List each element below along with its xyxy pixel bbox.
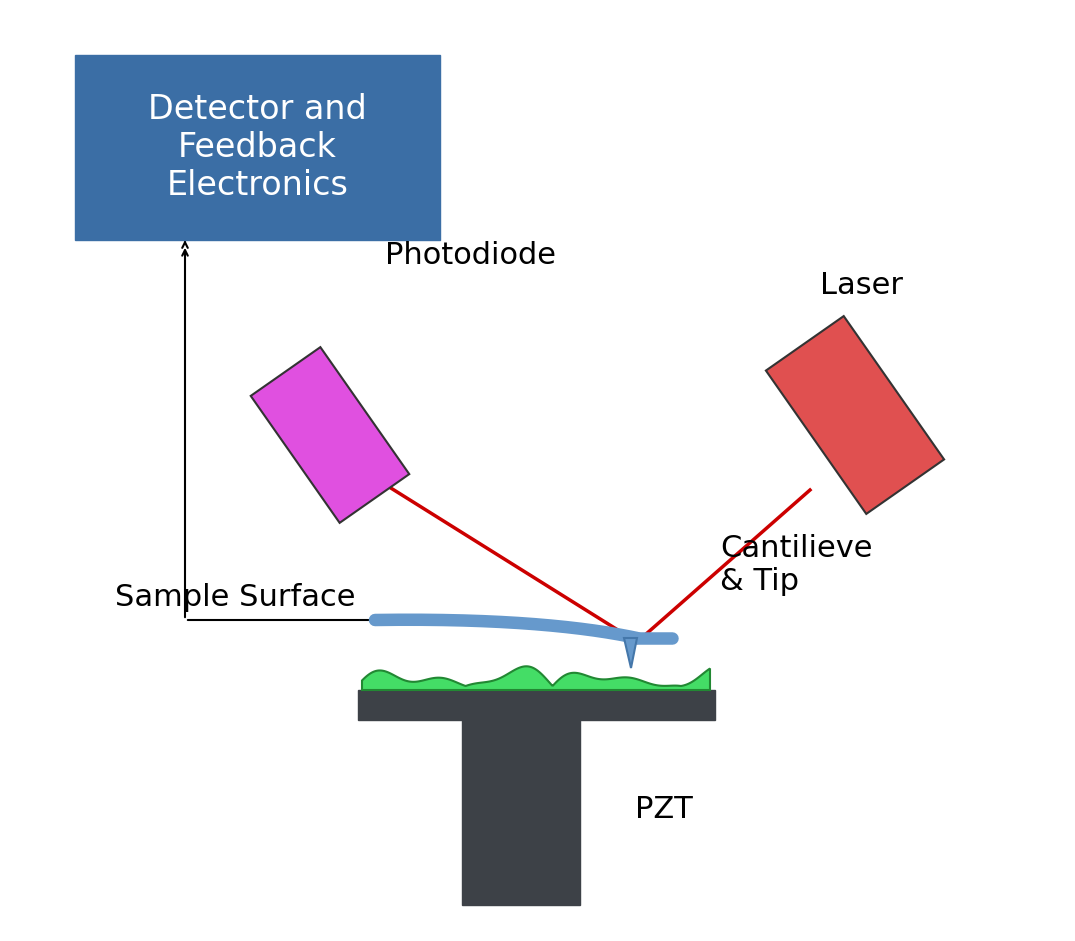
Text: Photodiode: Photodiode: [385, 241, 556, 269]
Bar: [358, 690, 715, 720]
Polygon shape: [250, 347, 410, 523]
Text: Laser: Laser: [820, 270, 903, 299]
FancyBboxPatch shape: [75, 55, 440, 240]
Text: Detector and
Feedback
Electronics: Detector and Feedback Electronics: [148, 93, 367, 202]
Text: Cantilieve
& Tip: Cantilieve & Tip: [720, 534, 873, 597]
Polygon shape: [765, 316, 944, 514]
Bar: [462, 720, 580, 905]
Text: Sample Surface: Sample Surface: [115, 583, 356, 613]
Text: PZT: PZT: [635, 795, 692, 824]
Polygon shape: [624, 638, 637, 668]
Polygon shape: [362, 666, 710, 690]
